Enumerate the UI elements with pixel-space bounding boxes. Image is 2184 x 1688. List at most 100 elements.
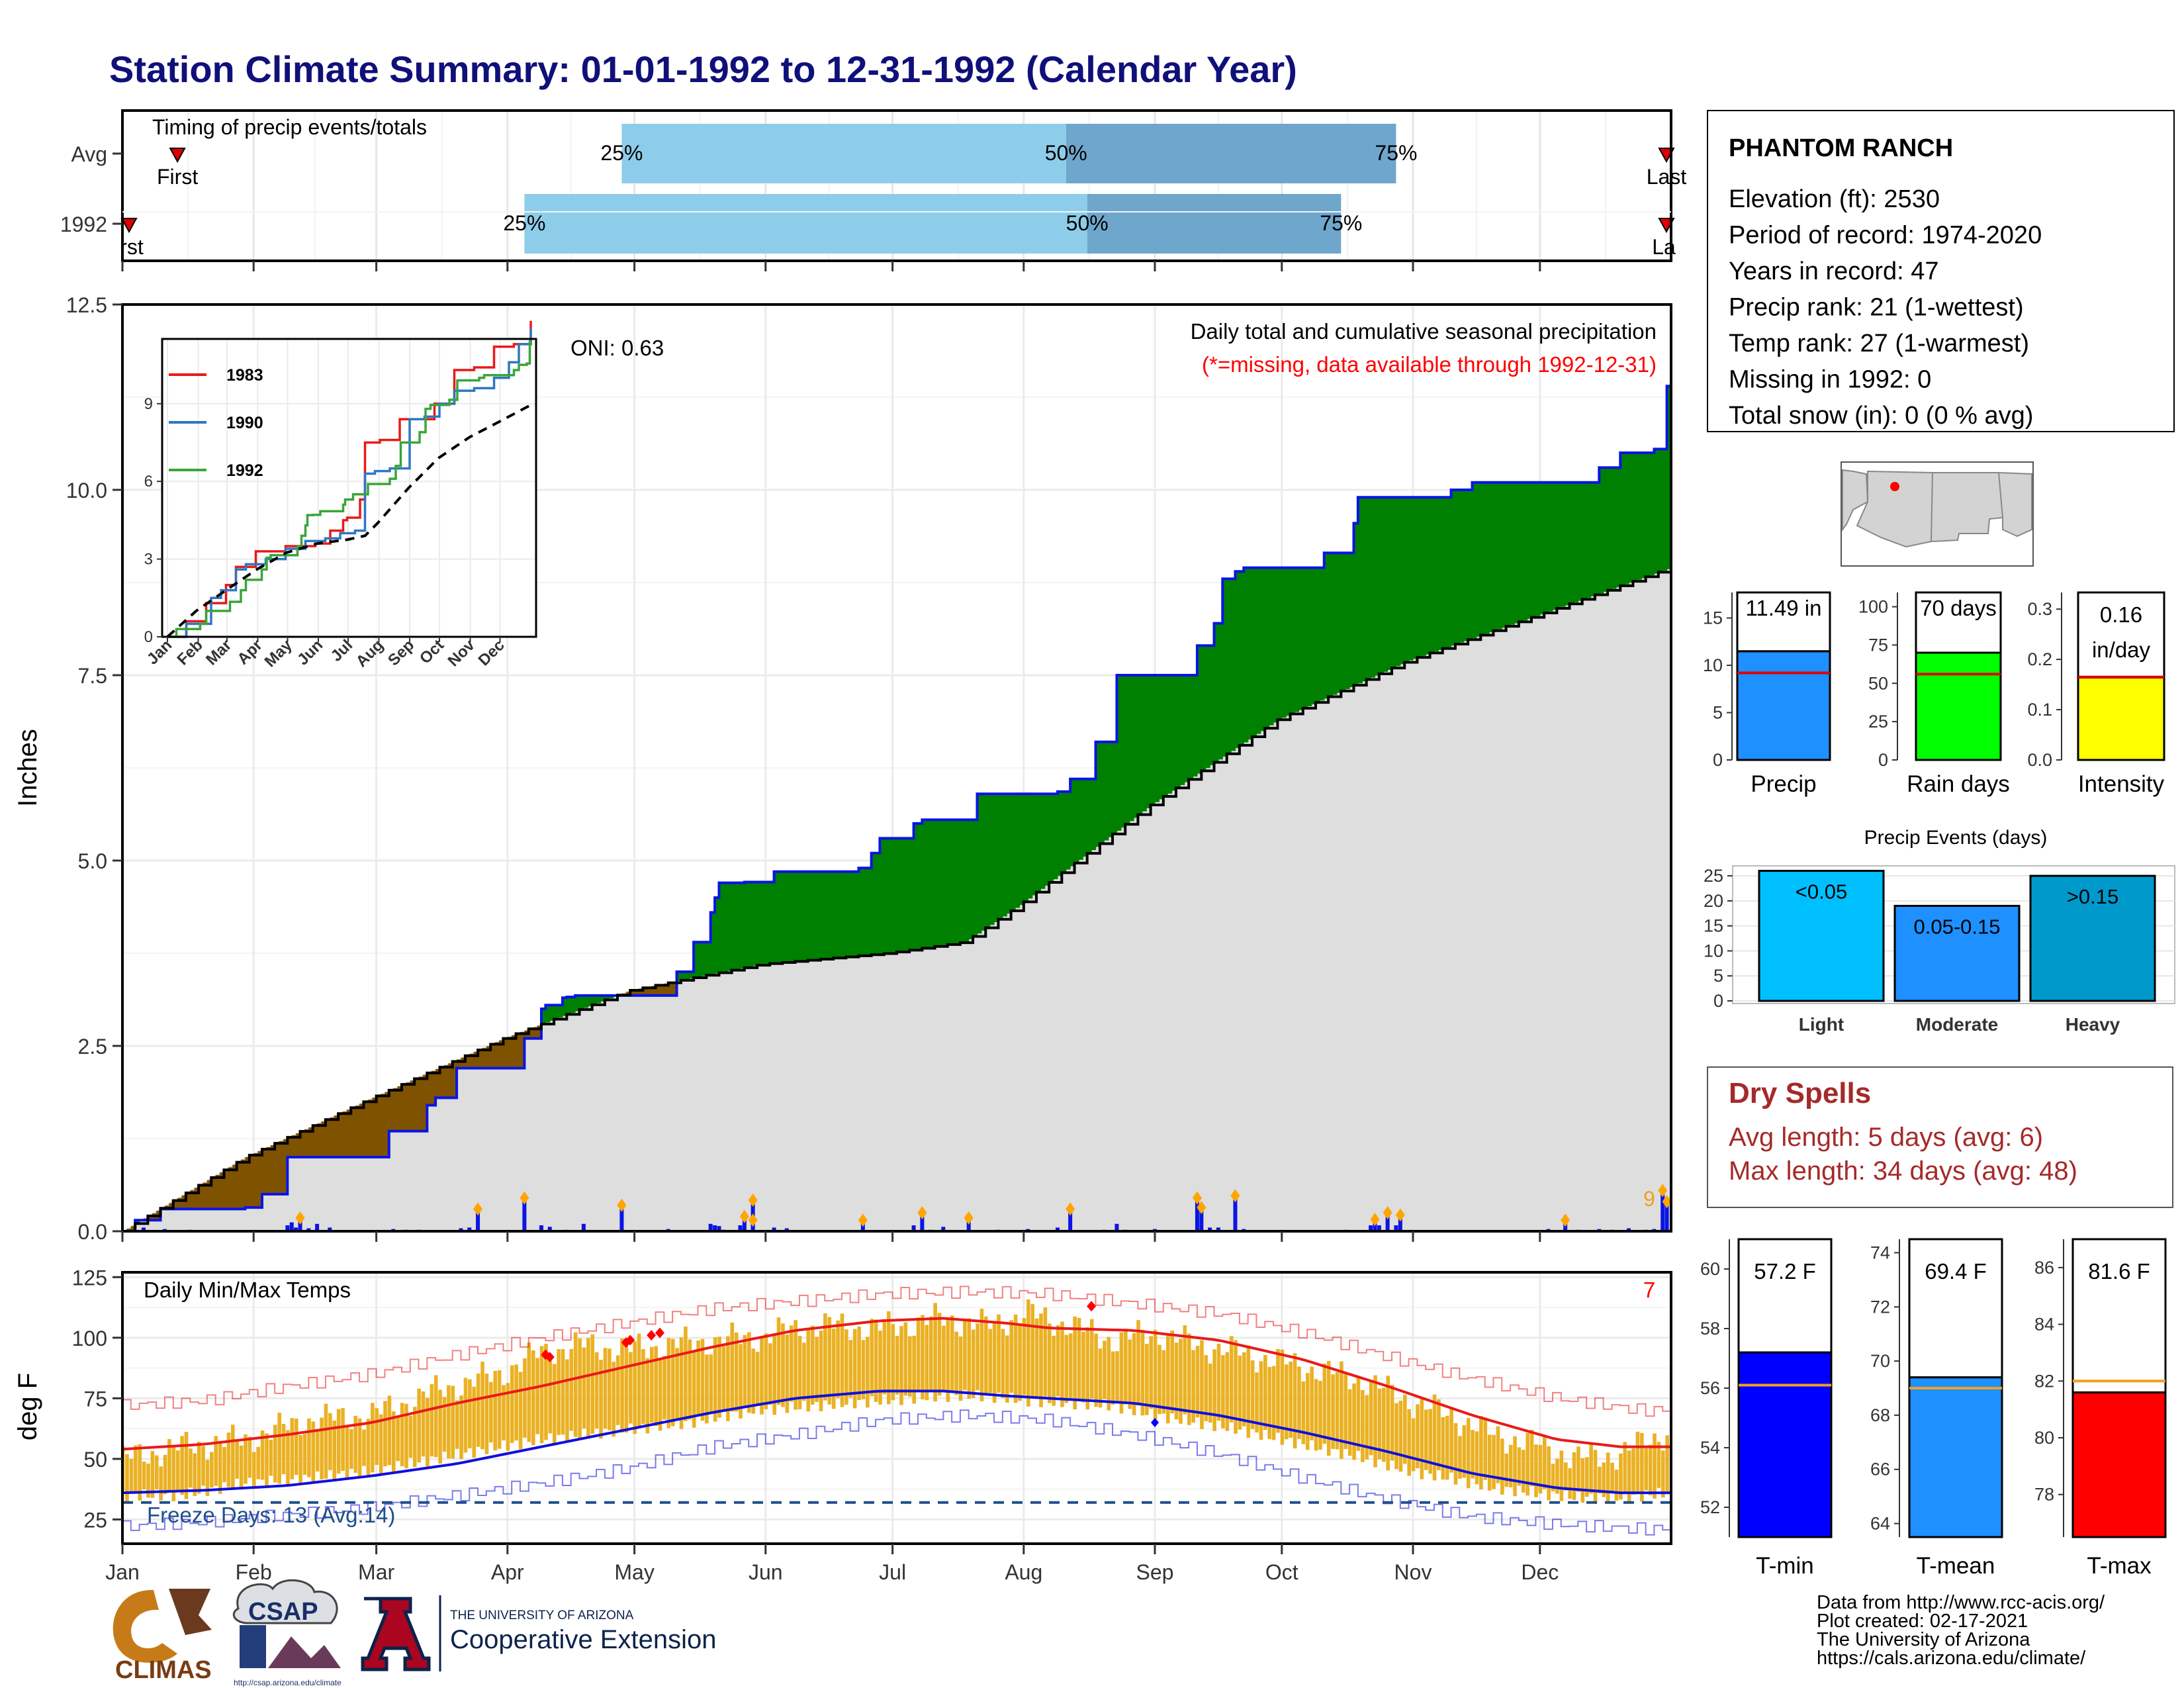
above-normal-fill [858, 868, 864, 956]
above-normal-fill [1120, 675, 1126, 828]
daily-temp-range-bar [840, 1313, 844, 1407]
daily-temp-range-bar [1445, 1415, 1449, 1480]
daily-temp-range-bar [1263, 1354, 1267, 1430]
daily-temp-range-bar [1479, 1416, 1483, 1490]
above-normal-fill [1193, 675, 1198, 777]
temp-summary-value: 57.2 F [1754, 1259, 1816, 1284]
above-normal-fill [1315, 567, 1320, 703]
above-normal-fill [854, 871, 860, 957]
dry-spells-max: Max length: 34 days (avg: 48) [1729, 1156, 2077, 1186]
above-normal-fill [1205, 645, 1210, 769]
below-normal-fill [211, 1177, 216, 1209]
below-normal-fill [270, 1145, 275, 1194]
daily-temp-range-bar [1466, 1418, 1471, 1489]
above-normal-fill [1032, 794, 1037, 896]
daily-temp-range-bar [1208, 1363, 1212, 1423]
summary-y-tick-label: 5 [1713, 703, 1723, 723]
daily-temp-range-bar [1522, 1450, 1525, 1493]
daily-temp-range-bar [1009, 1320, 1014, 1393]
daily-temp-range-bar [1030, 1304, 1034, 1399]
credit-data-source: Data from http://www.rcc-acis.org/ [1817, 1592, 2105, 1613]
above-normal-fill [1421, 497, 1426, 656]
below-normal-fill [625, 992, 631, 996]
daily-temp-range-bar [1513, 1436, 1517, 1497]
daily-temp-range-bar [1022, 1318, 1026, 1395]
daily-temp-range-bar [844, 1329, 848, 1405]
daily-temp-range-bar [1229, 1336, 1234, 1423]
summary-bar-label: Precip [1751, 771, 1816, 797]
daily-temp-range-bar [1432, 1394, 1437, 1481]
above-normal-fill [1049, 794, 1054, 883]
inset-line-1992 [167, 339, 532, 638]
daily-temp-range-bar [992, 1321, 997, 1403]
daily-temp-range-bar [692, 1350, 696, 1428]
daily-temp-range-bar [1289, 1362, 1293, 1438]
daily-temp-range-bar [984, 1316, 988, 1395]
above-normal-fill [1552, 482, 1557, 610]
above-normal-fill [1413, 497, 1418, 659]
timing-q50-label: 50% [1066, 211, 1109, 235]
above-normal-fill [1629, 453, 1634, 583]
daily-temp-range-bar [967, 1318, 972, 1399]
above-normal-fill [1138, 675, 1143, 815]
daily-precip-bar [1199, 1207, 1204, 1231]
above-normal-fill [1459, 490, 1465, 643]
daily-temp-range-bar [214, 1436, 218, 1486]
daily-temp-range-bar [1085, 1327, 1090, 1410]
daily-temp-range-bar [1584, 1457, 1589, 1497]
below-normal-fill [334, 1115, 339, 1157]
daily-precip-bar [581, 1223, 586, 1231]
above-normal-fill [1489, 482, 1494, 633]
below-normal-fill [439, 1067, 445, 1098]
daily-temp-range-bar [747, 1332, 751, 1413]
above-normal-fill [1036, 794, 1041, 892]
month-label: Sep [1136, 1560, 1174, 1584]
above-normal-fill [1167, 675, 1173, 794]
below-normal-fill [478, 1050, 483, 1068]
above-normal-fill [909, 838, 915, 951]
daily-precip-bar [1369, 1225, 1373, 1231]
below-normal-fill [668, 982, 673, 996]
daily-temp-range-bar [1081, 1331, 1085, 1403]
daily-temp-range-bar [726, 1336, 730, 1421]
temp-y-tick-label: 50 [83, 1448, 107, 1472]
above-normal-fill [1134, 675, 1139, 818]
precip-caption: Daily total and cumulative seasonal prec… [1191, 319, 1657, 344]
daily-temp-range-bar [1234, 1340, 1238, 1434]
daily-temp-range-bar [527, 1342, 531, 1442]
month-label: May [614, 1560, 654, 1584]
above-normal-fill [1226, 579, 1232, 754]
daily-temp-range-bar [1060, 1321, 1064, 1407]
above-normal-fill [1007, 794, 1012, 914]
daily-temp-range-bar [1301, 1381, 1306, 1444]
daily-temp-range-bar [637, 1333, 641, 1428]
events-y-tick-label: 5 [1713, 966, 1723, 986]
events-y-tick-label: 20 [1704, 891, 1723, 911]
above-normal-fill [752, 882, 758, 966]
oni-label: ONI: 0.63 [570, 336, 664, 360]
below-normal-fill [397, 1086, 402, 1131]
above-normal-fill [985, 794, 991, 928]
below-normal-fill [418, 1076, 424, 1131]
above-normal-fill [1548, 482, 1553, 612]
below-normal-fill [206, 1180, 212, 1209]
below-normal-fill [372, 1098, 377, 1157]
above-normal-fill [1417, 497, 1422, 658]
station-info-line: Precip rank: 21 (1-wettest) [1729, 294, 2024, 322]
inset-y-tick-label: 3 [144, 551, 153, 569]
above-normal-fill [740, 882, 745, 969]
daily-temp-range-bar [1158, 1344, 1161, 1415]
summary-y-tick-label: 15 [1703, 608, 1723, 628]
logo-university-of-arizona: THE UNIVERSITY OF ARIZONA Cooperative Ex… [361, 1595, 716, 1671]
daily-temp-range-bar [1538, 1444, 1543, 1494]
below-normal-fill [385, 1092, 390, 1157]
below-normal-fill [452, 1061, 457, 1098]
above-normal-fill [934, 820, 940, 947]
daily-temp-range-bar [1398, 1400, 1403, 1472]
daily-precip-bar [1627, 1228, 1631, 1231]
above-normal-fill [786, 871, 792, 962]
daily-precip-bar [1068, 1209, 1073, 1231]
station-name: PHANTOM RANCH [1729, 134, 1953, 162]
below-normal-fill [308, 1127, 314, 1157]
daily-precip-bar [467, 1227, 472, 1231]
